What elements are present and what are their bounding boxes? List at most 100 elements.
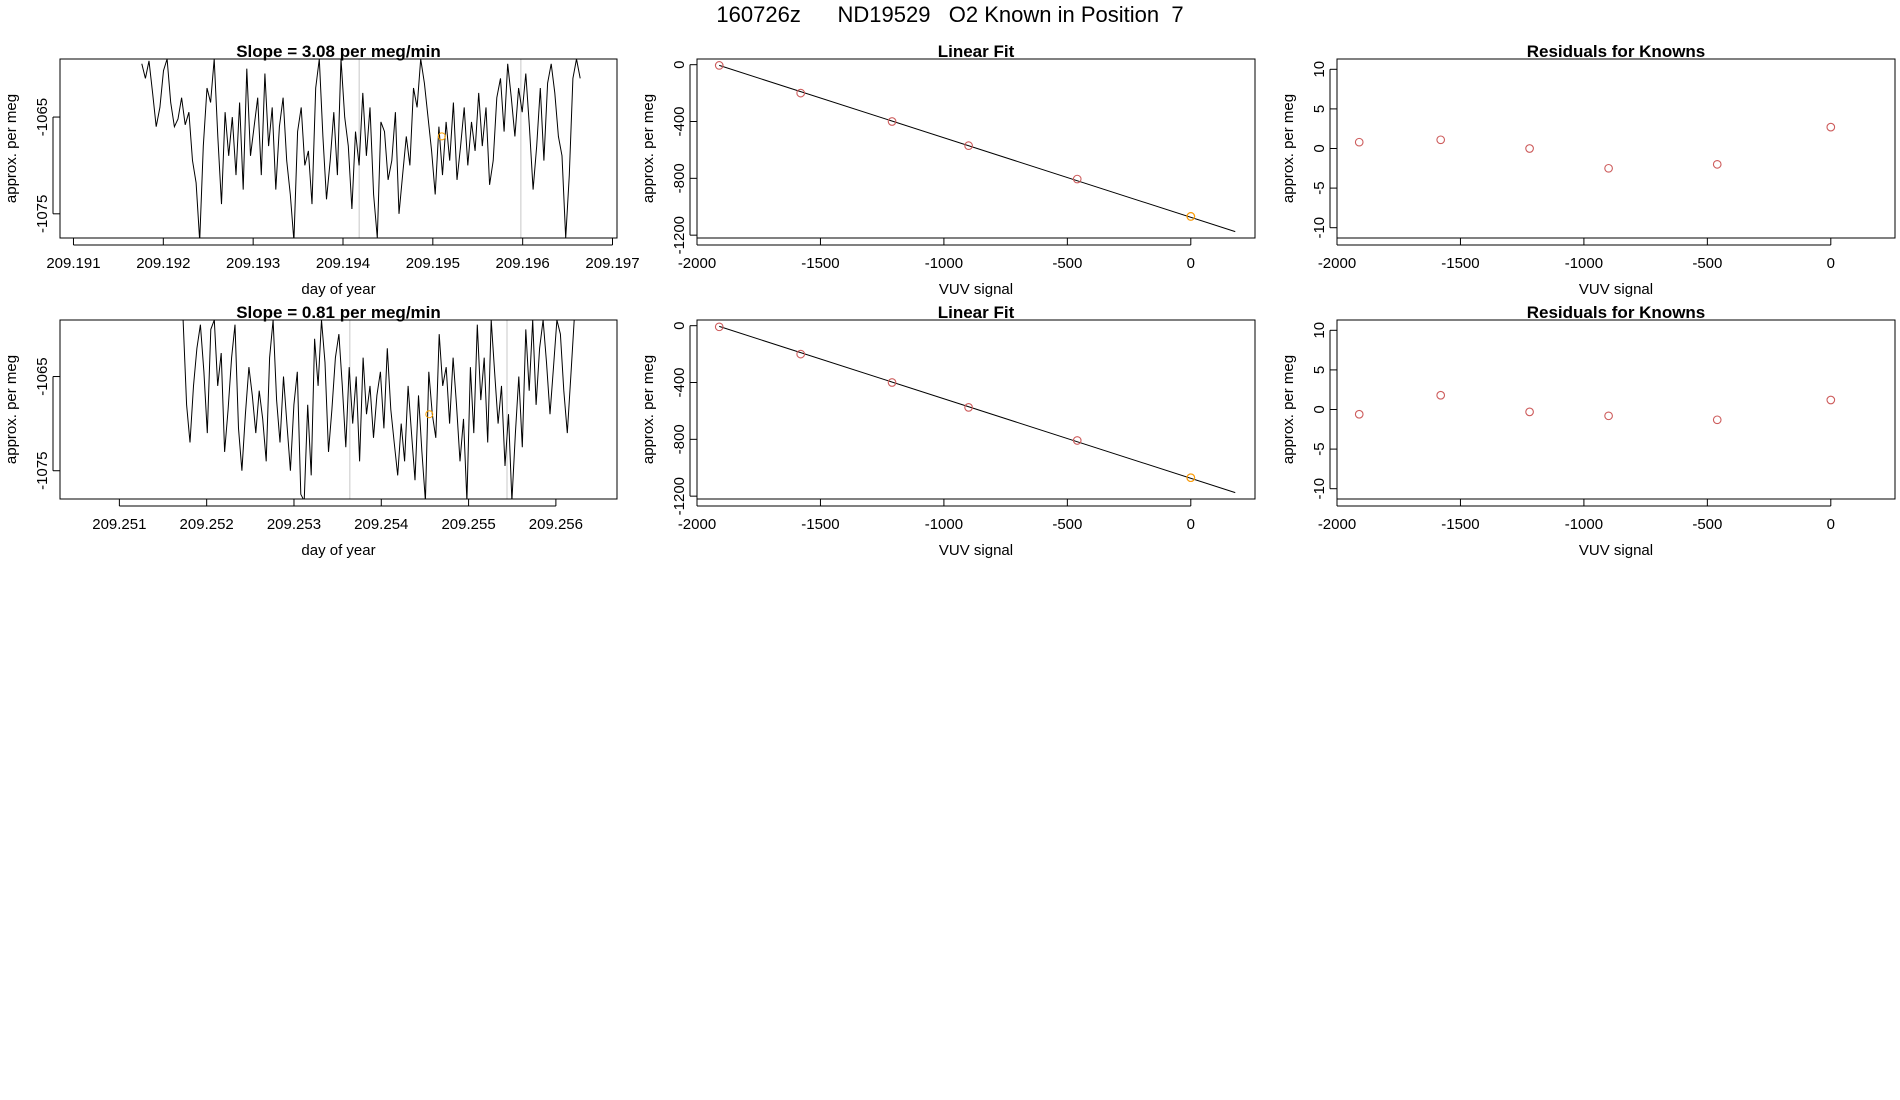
y-axis-label: approx. per meg: [640, 355, 657, 464]
chart-title: Linear Fit: [938, 303, 1015, 322]
y-axis-label: approx. per meg: [640, 94, 657, 203]
x-tick-label: 209.252: [180, 516, 234, 533]
data-point: [1604, 411, 1613, 421]
highlight-point: [425, 410, 434, 419]
data-point: [887, 117, 897, 126]
x-tick-label: -2000: [1318, 255, 1356, 272]
x-tick-label: -2000: [678, 255, 716, 272]
y-tick-label: -400: [671, 367, 688, 397]
y-tick-label: -1075: [34, 452, 51, 490]
plot-area: [1354, 390, 1836, 425]
plot-area: [714, 61, 1236, 233]
y-tick-label: -5: [1311, 181, 1328, 194]
data-point: [1826, 122, 1836, 132]
chart-title: Linear Fit: [938, 42, 1015, 61]
data-point: [1436, 390, 1446, 400]
x-tick-label: -1500: [1441, 255, 1479, 272]
data-point: [964, 141, 973, 151]
highlight-point: [437, 132, 446, 141]
x-tick-label: -2000: [1318, 516, 1356, 533]
chart-panel-ts2: Slope = 0.81 per meg/min day of year appro…: [3, 303, 618, 559]
highlight-point: [1186, 473, 1196, 483]
chart-panel-res1: Residuals for Knowns VUV signal approx. pe…: [1280, 42, 1896, 298]
data-point: [714, 61, 724, 70]
fit-line: [719, 325, 1236, 494]
data-point: [964, 403, 973, 412]
x-tick-label: -1000: [925, 255, 963, 272]
series-line: [182, 320, 575, 499]
x-tick-label: 209.197: [585, 255, 639, 272]
plot-area: [1354, 122, 1836, 173]
y-tick-label: -800: [671, 163, 688, 193]
x-tick-label: -1000: [1565, 255, 1603, 272]
y-tick-label: -1200: [671, 477, 688, 515]
plot-frame: [59, 58, 618, 239]
y-axis-label: approx. per meg: [1280, 355, 1297, 464]
data-point: [1712, 415, 1722, 425]
plot-area: [182, 320, 575, 499]
x-tick-label: 209.255: [441, 516, 495, 533]
x-tick-label: -1500: [801, 255, 839, 272]
data-point: [796, 349, 806, 359]
data-point: [1072, 436, 1082, 445]
y-tick-label: -1200: [671, 216, 688, 254]
y-tick-label: -1065: [34, 98, 51, 136]
chart-panel-fit2: Linear Fit VUV signal approx. per meg -2000…: [640, 303, 1256, 559]
x-tick-label: 0: [1187, 255, 1195, 272]
data-point: [1072, 174, 1082, 184]
y-tick-label: -10: [1311, 478, 1328, 500]
data-point: [1604, 163, 1613, 173]
plot-frame: [1336, 58, 1896, 239]
x-tick-label: 209.256: [529, 516, 583, 533]
y-tick-label: -5: [1311, 442, 1328, 455]
x-tick-label: -1500: [1441, 516, 1479, 533]
x-tick-label: 0: [1827, 255, 1835, 272]
x-tick-label: 209.193: [226, 255, 280, 272]
x-tick-label: -1500: [801, 516, 839, 533]
y-tick-label: 0: [1311, 405, 1328, 413]
x-tick-label: -500: [1052, 516, 1082, 533]
chart-panel-res2: Residuals for Knowns VUV signal approx. pe…: [1280, 303, 1896, 559]
x-tick-label: 209.192: [136, 255, 190, 272]
y-tick-label: 0: [671, 322, 688, 330]
x-axis-label: day of year: [301, 542, 375, 559]
chart-panel-ts1: Slope = 3.08 per meg/min day of year appro…: [3, 42, 640, 298]
y-tick-label: -400: [671, 106, 688, 136]
y-tick-label: -1065: [34, 357, 51, 395]
data-point: [1525, 144, 1534, 153]
data-point: [1826, 395, 1836, 405]
series-line: [141, 59, 581, 238]
data-point: [1354, 137, 1364, 147]
x-axis-label: VUV signal: [1579, 281, 1653, 298]
y-tick-label: 0: [671, 61, 688, 69]
x-tick-label: 209.196: [496, 255, 550, 272]
x-tick-label: 209.253: [267, 516, 321, 533]
x-tick-label: 0: [1827, 516, 1835, 533]
plot-area: [714, 322, 1236, 494]
plot-frame: [1336, 319, 1896, 500]
data-point: [887, 378, 897, 387]
data-point: [796, 88, 806, 98]
x-tick-label: -1000: [1565, 516, 1603, 533]
x-axis-label: VUV signal: [939, 542, 1013, 559]
chart-title: Residuals for Knowns: [1527, 42, 1706, 61]
y-axis-label: approx. per meg: [3, 355, 20, 464]
y-tick-label: 10: [1311, 61, 1328, 78]
x-tick-label: -500: [1052, 255, 1082, 272]
x-axis-label: day of year: [301, 281, 375, 298]
plot-frame: [59, 319, 618, 500]
y-tick-label: 5: [1311, 105, 1328, 113]
x-axis-label: VUV signal: [1579, 542, 1653, 559]
x-tick-label: 209.194: [316, 255, 370, 272]
x-tick-label: 209.254: [354, 516, 408, 533]
y-tick-label: 10: [1311, 322, 1328, 339]
data-point: [1525, 407, 1534, 417]
x-tick-label: -1000: [925, 516, 963, 533]
x-tick-label: -2000: [678, 516, 716, 533]
y-tick-label: 5: [1311, 366, 1328, 374]
x-tick-label: -500: [1692, 255, 1722, 272]
page-title: 160726z ND19529 O2 Known in Position 7: [716, 2, 1184, 27]
chart-title: Residuals for Knowns: [1527, 303, 1706, 322]
x-tick-label: -500: [1692, 516, 1722, 533]
